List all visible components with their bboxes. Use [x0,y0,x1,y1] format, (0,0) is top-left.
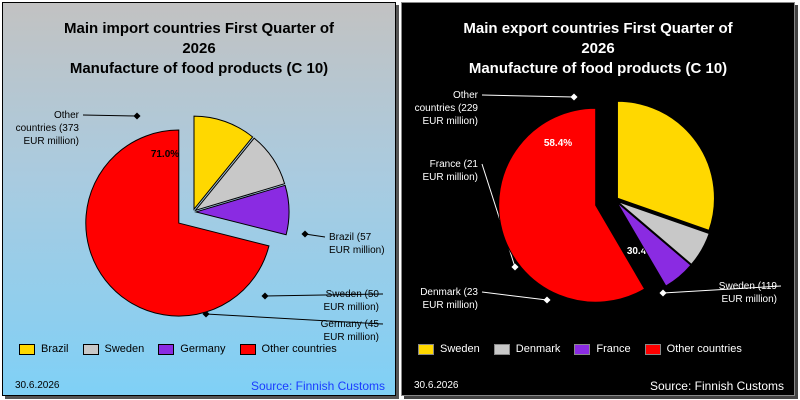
legend-swatch [239,343,256,355]
slice-callout-label: countries (229 [415,103,479,114]
leader-line [481,94,575,98]
leader-marker [570,93,578,101]
slice-callout-label: Other [453,90,479,101]
legend-item: Sweden [82,343,145,355]
chart-title: Main import countries First Quarter of 2… [3,19,395,79]
leader-line [481,291,548,301]
legend-item: Denmark [493,343,561,355]
slice-callout-label: EUR million) [422,172,478,183]
chart-date: 30.6.2026 [414,380,459,391]
chart-title-line: Main import countries First Quarter of [63,20,335,37]
legend-swatch [19,343,35,355]
slice-percent-label: 71.0% [151,149,179,160]
leader-line [82,114,138,117]
legend-label: Germany [180,343,226,355]
slice-callout-label: Sweden (50 [326,289,380,300]
legend-swatch [644,343,661,355]
chart-legend: Sweden Denmark France Other countries [418,343,756,355]
leader-marker [133,112,141,120]
slice-callout-label: Denmark (23 [420,287,478,298]
slice-callout-label: countries (373 [16,123,80,134]
legend-item: Other countries [644,343,742,355]
pie-slice [193,115,254,211]
legend-label: Other countries [261,343,337,355]
legend-swatch [82,343,99,355]
slice-callout-label: EUR million) [422,300,478,311]
pie-slice [194,184,290,236]
legend-swatch [418,343,434,355]
slice-callout-label: Germany (45 [321,319,380,330]
legend-item: Sweden [418,343,480,355]
slice-callout-label: EUR million) [422,116,478,127]
legend-label: Sweden [440,343,480,355]
slice-callout-label: EUR million) [323,332,379,343]
slice-callout-label: EUR million) [329,245,385,256]
leader-line [304,233,326,238]
legend-swatch [493,343,510,355]
chart-title-line: Manufacture of food products (C 10) [468,60,728,77]
chart-title-line: Main export countries First Quarter of [463,20,733,37]
export-chart-panel: Main export countries First Quarter of 2… [401,2,795,396]
legend-label: Brazil [41,343,69,355]
leader-marker [301,230,309,238]
slice-callout-label: EUR million) [721,294,777,305]
legend-swatch [574,343,591,355]
slice-callout-label: Sweden (119 [719,281,778,292]
import-chart-panel: Main import countries First Quarter of 2… [2,2,396,396]
chart-title-line: 2026 [581,40,615,57]
slice-percent-label: 30.4% [627,246,655,257]
slice-callout-label: EUR million) [323,302,379,313]
legend-item: France [574,343,631,355]
leader-line [264,293,384,297]
legend-label: Other countries [666,343,742,355]
chart-legend: Brazil Sweden Germany Other countries [19,343,351,355]
legend-label: Denmark [515,343,561,355]
legend-swatch [158,343,175,355]
legend-label: France [596,343,631,355]
pie-slice [616,201,692,287]
chart-source: Source: Finnish Customs [250,379,385,393]
chart-source: Source: Finnish Customs [649,379,784,393]
leader-line [205,313,384,325]
leader-marker [543,296,551,304]
slice-callout-label: Brazil (57 [329,232,372,243]
slice-callout-label: EUR million) [23,136,79,147]
slice-percent-label: 58.4% [544,138,572,149]
pie-slice [616,100,715,231]
pie-slice [617,201,710,266]
slice-callout-label: France (21 [430,159,479,170]
legend-item: Brazil [19,343,69,355]
leader-marker [261,292,269,300]
legend-label: Sweden [104,343,145,355]
slice-callout-label: Other [54,110,80,121]
leader-line [662,285,782,294]
chart-title-line: Manufacture of food products (C 10) [69,60,329,77]
leader-marker [659,289,667,297]
chart-title-line: 2026 [182,40,216,57]
pie-slice [194,137,286,212]
leader-marker [511,263,519,271]
chart-title: Main export countries First Quarter of 2… [402,19,794,79]
legend-item: Other countries [239,343,337,355]
pie-slice [85,129,270,317]
legend-item: Germany [158,343,226,355]
pie-slice [498,107,646,303]
chart-date: 30.6.2026 [15,380,60,391]
